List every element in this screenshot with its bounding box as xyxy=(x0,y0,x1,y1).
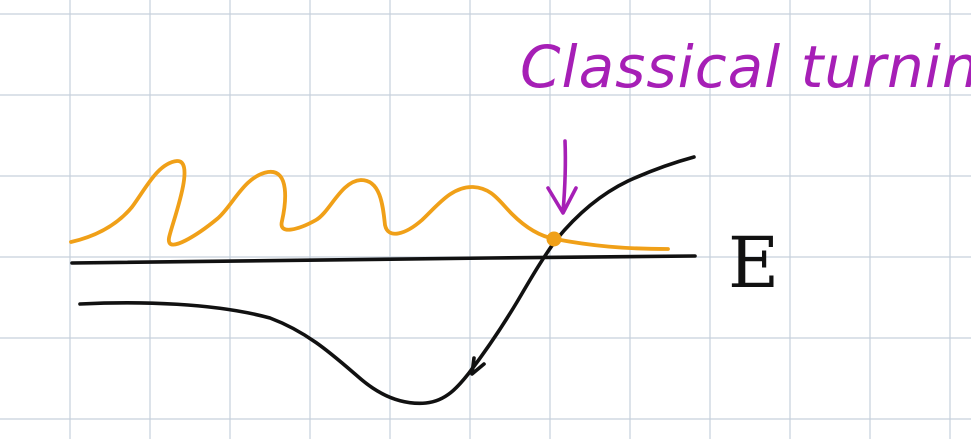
energy-level-line xyxy=(70,254,697,265)
turning-point-arrow xyxy=(546,139,578,215)
classical-turning-point-label: Classical turning pt xyxy=(520,33,971,101)
potential-arrowhead xyxy=(470,356,486,376)
energy-label: E xyxy=(728,222,779,304)
turning-point-marker xyxy=(546,231,562,247)
potential-curve xyxy=(78,155,696,406)
wavefunction-curve xyxy=(69,159,670,251)
